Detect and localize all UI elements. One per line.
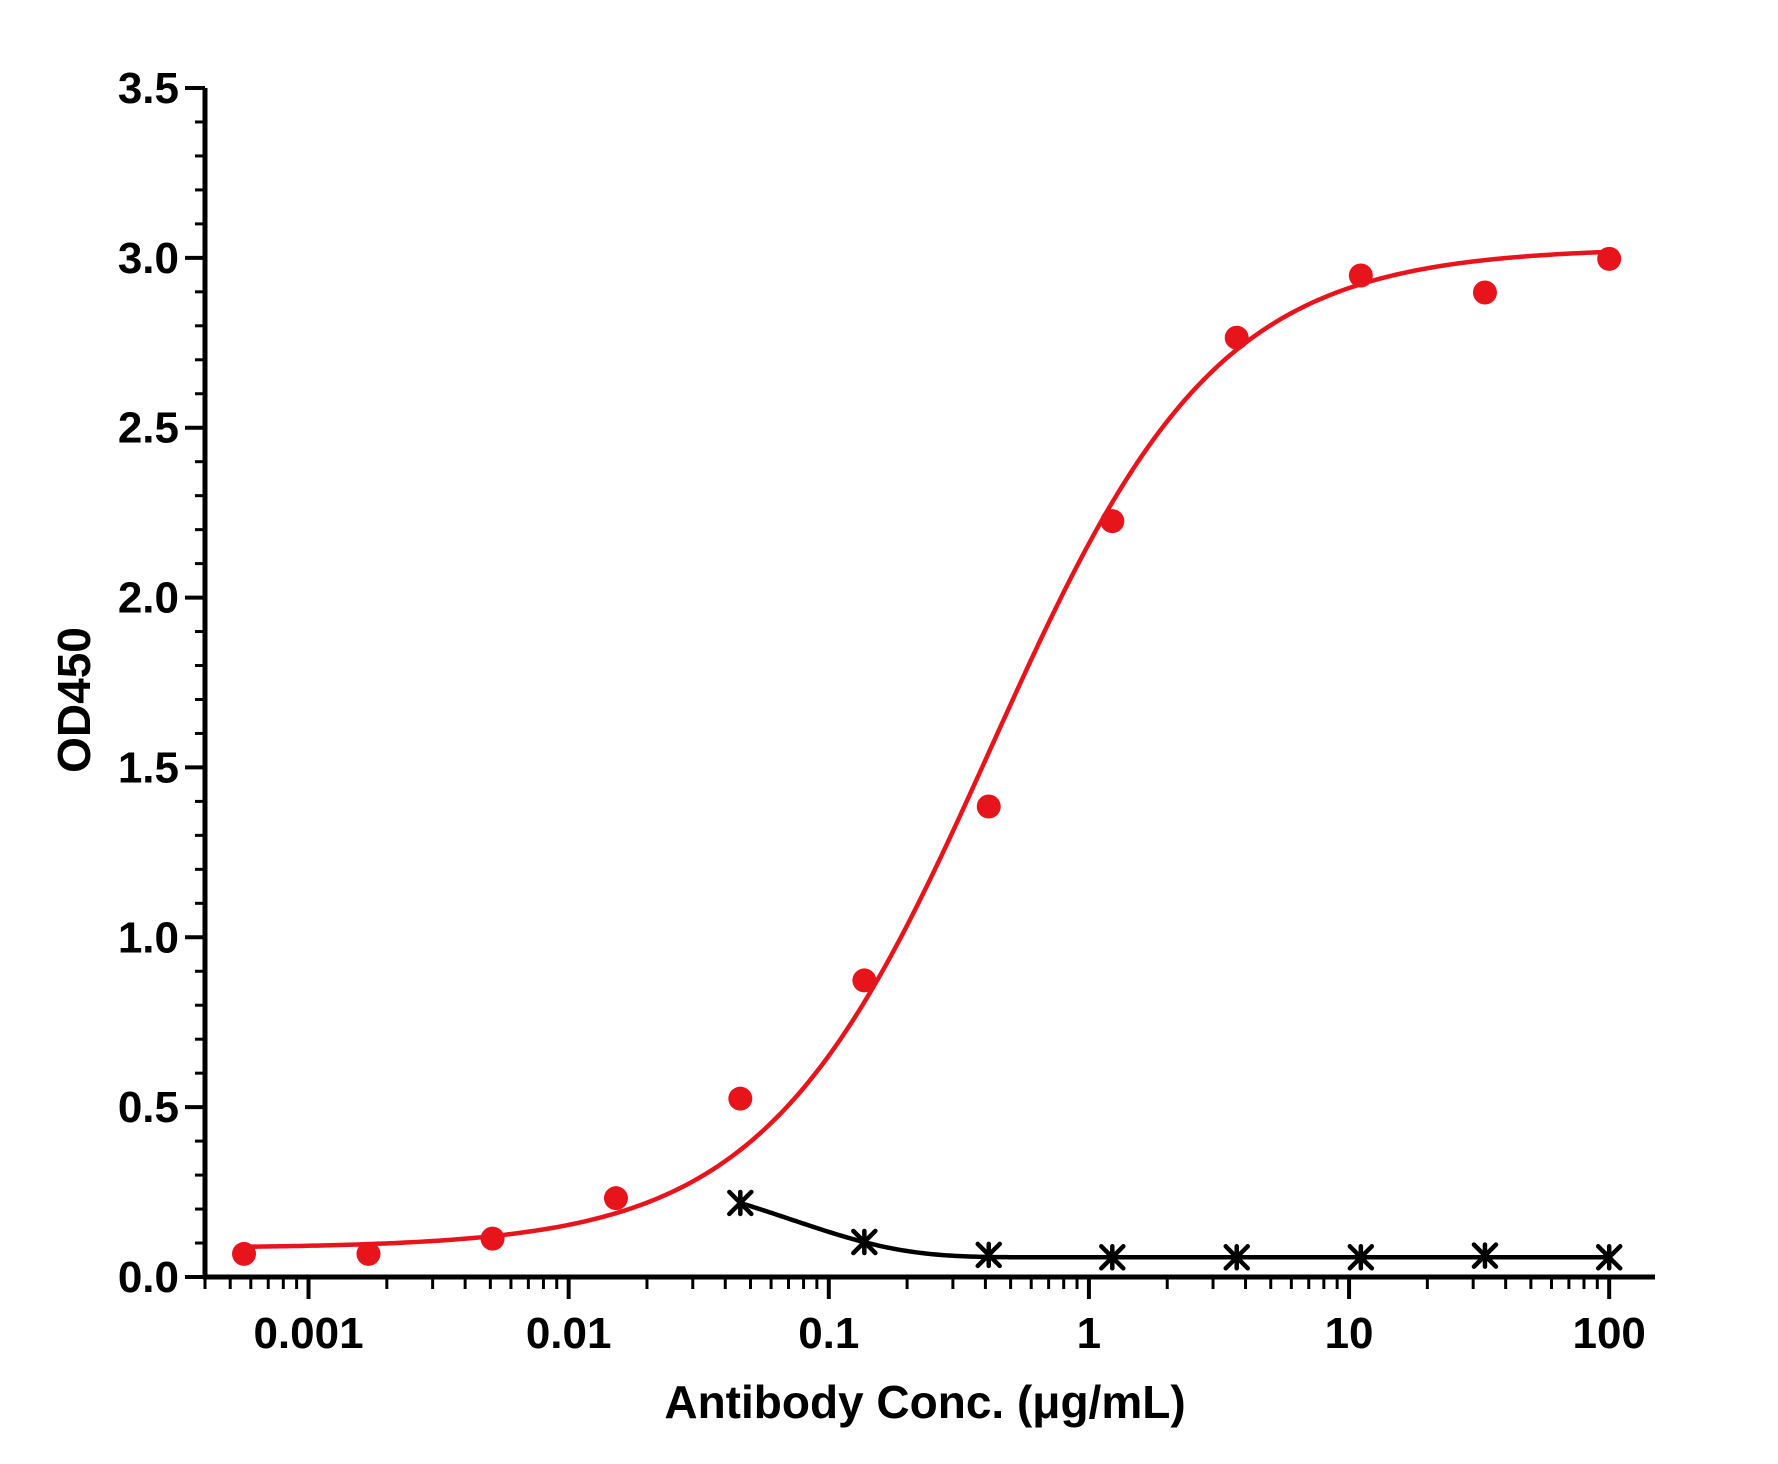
data-point-1 [356,1241,381,1266]
data-point-1 [728,1086,753,1111]
y-tick-label: 0.0 [118,1253,179,1302]
x-axis-title: Antibody Conc. (μg/mL) [664,1376,1185,1428]
y-tick-label: 1.0 [118,913,179,962]
data-points [232,246,1623,1271]
data-point-1 [1597,246,1622,271]
x-tick-label: 0.001 [253,1309,363,1358]
fit-curve-2 [739,1200,1610,1260]
y-tick-label: 3.5 [118,64,179,113]
data-point-1 [976,794,1001,819]
data-point-2 [727,1189,754,1217]
fit-curve-1 [243,249,1610,1250]
data-point-1 [1100,509,1125,534]
data-point-2 [1347,1244,1375,1271]
data-point-2 [851,1228,878,1256]
data-point-2 [1595,1244,1623,1271]
y-tick-label: 0.5 [118,1083,179,1132]
data-point-1 [603,1186,628,1211]
data-point-1 [1472,280,1497,305]
data-point-1 [1348,263,1373,288]
y-axis-title: OD450 [48,627,100,773]
x-tick-label: 10 [1325,1309,1374,1358]
y-tick-label: 2.0 [118,574,179,623]
axes: 0.0 0.5 1.0 1.5 2.0 2.5 3.0 3.5 0.001 0.01 0.1 1 10 1… [118,64,1655,1358]
y-tick-label: 2.5 [118,404,179,453]
data-point-2 [1099,1244,1126,1271]
x-tick-label: 100 [1572,1309,1645,1358]
data-point-1 [480,1226,505,1251]
y-tick-label: 3.0 [118,234,179,283]
x-tick-label: 0.01 [526,1309,612,1358]
x-tick-label: 0.1 [798,1309,859,1358]
x-tick-label: 1 [1077,1309,1101,1358]
data-point-1 [232,1241,257,1266]
data-point-1 [852,968,877,993]
fit-curves [243,249,1610,1260]
data-point-2 [975,1241,1002,1269]
data-point-1 [1224,325,1249,350]
data-point-2 [1471,1242,1499,1269]
y-tick-label: 1.5 [118,743,179,792]
data-point-2 [1223,1244,1250,1271]
